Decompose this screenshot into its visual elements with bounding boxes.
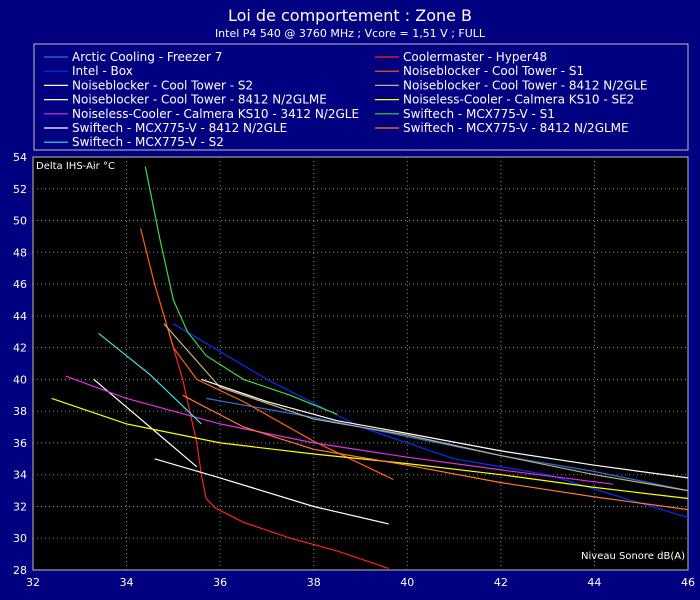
x-tick-label: 40	[400, 576, 414, 589]
y-tick-label: 42	[13, 342, 27, 355]
legend-label: Noiseblocker - Cool Tower - S1	[403, 64, 584, 78]
series-line	[144, 166, 338, 415]
y-tick-label: 44	[13, 310, 27, 323]
chart-subtitle: Intel P4 540 @ 3760 MHz ; Vcore = 1,51 V…	[214, 27, 486, 40]
y-axis-label: Delta IHS-Air °C	[36, 161, 115, 172]
x-tick-label: 46	[681, 576, 695, 589]
y-tick-label: 30	[13, 532, 27, 545]
x-tick-label: 44	[587, 576, 601, 589]
series-line	[201, 378, 689, 479]
y-tick-label: 28	[13, 564, 27, 577]
y-tick-label: 50	[13, 215, 27, 228]
grid	[33, 157, 688, 570]
y-tick-label: 40	[13, 373, 27, 386]
series-lines	[51, 166, 689, 569]
y-tick-label: 32	[13, 500, 27, 513]
x-tick-label: 36	[213, 576, 227, 589]
legend-label: Coolermaster - Hyper48	[403, 50, 547, 64]
y-tick-label: 46	[13, 278, 27, 291]
series-line	[205, 397, 689, 492]
series-line	[51, 397, 689, 500]
series-line	[182, 394, 689, 511]
series-line	[168, 331, 389, 569]
legend: Arctic Cooling - Freezer 7 Coolermaster -…	[44, 50, 647, 149]
y-tick-label: 54	[13, 151, 27, 164]
series-line	[93, 378, 198, 468]
legend-label: Noiseblocker - Cool Tower - S2	[72, 78, 253, 92]
y-tick-label: 38	[13, 405, 27, 418]
plot-area	[32, 156, 689, 571]
legend-label: Noiseless-Cooler - Calmera KS10 - SE2	[403, 93, 634, 107]
x-tick-label: 34	[120, 576, 134, 589]
legend-label: Swiftech - MCX775-V - S2	[72, 135, 224, 149]
legend-label: Noiseblocker - Cool Tower - 8412 N/2GLME	[72, 93, 327, 107]
legend-box	[33, 43, 689, 151]
legend-label: Swiftech - MCX775-V - 8412 N/2GLE	[72, 121, 287, 135]
legend-label: Swiftech - MCX775-V - 8412 N/2GLME	[403, 121, 629, 135]
chart-title: Loi de comportement : Zone B	[227, 6, 473, 25]
y-tick-label: 36	[13, 437, 27, 450]
y-tick-label: 52	[13, 183, 27, 196]
x-tick-label: 38	[307, 576, 321, 589]
series-line	[65, 375, 614, 485]
series-line	[163, 323, 689, 492]
y-tick-label: 34	[13, 469, 27, 482]
y-tick-label: 48	[13, 246, 27, 259]
x-tick-label: 32	[26, 576, 40, 589]
legend-label: Arctic Cooling - Freezer 7	[72, 50, 222, 64]
legend-label: Noiseblocker - Cool Tower - 8412 N/2GLE	[403, 78, 647, 92]
series-line	[98, 332, 202, 425]
x-axis-label: Niveau Sonore dB(A)	[581, 551, 685, 562]
legend-label: Noiseless-Cooler - Calmera KS10 - 3412 N…	[72, 107, 359, 121]
series-line	[154, 458, 389, 525]
x-tick-label: 42	[494, 576, 508, 589]
series-line	[140, 228, 394, 481]
legend-label: Intel - Box	[72, 64, 133, 78]
tick-labels: 32 34 36 38 40 42 44 46 28 30 32 34 36 38 40 42 44 46 48 50…	[13, 151, 695, 589]
legend-label: Swiftech - MCX775-V - S1	[403, 107, 555, 121]
